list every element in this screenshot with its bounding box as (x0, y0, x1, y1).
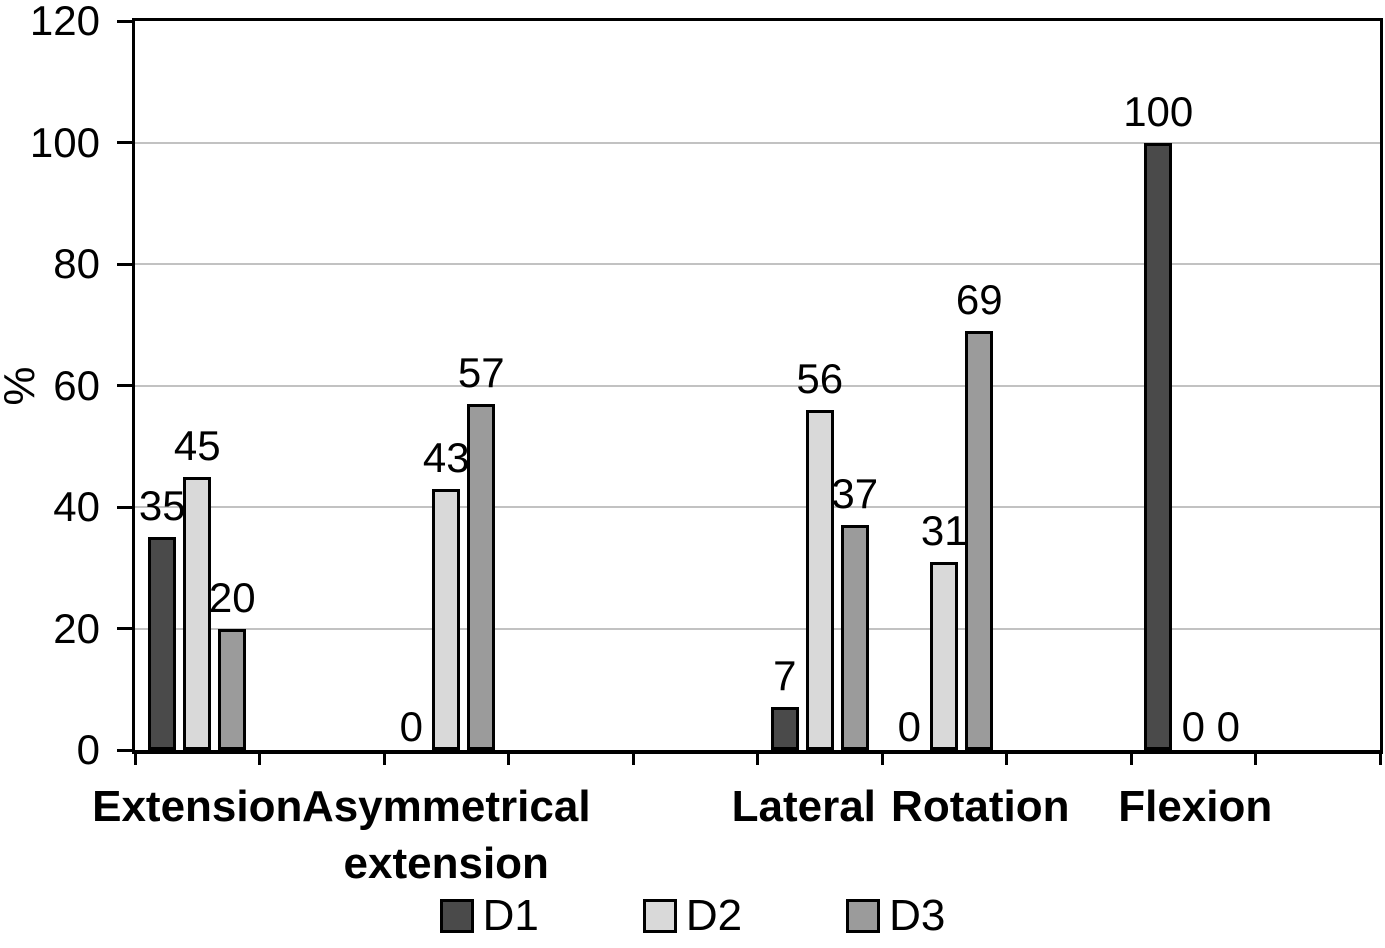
y-axis-label-100: 100 (29, 118, 100, 166)
bar-d1-extension (148, 537, 177, 750)
gridline-20 (135, 627, 1380, 630)
y-axis-label-60: 60 (53, 361, 100, 409)
legend-label-d3: D3 (889, 891, 946, 940)
value-label-d1-lateral: 7 (773, 652, 797, 700)
legend-item-d1: D1 (439, 891, 539, 940)
x-axis-tick-4 (631, 754, 635, 765)
legend-item-d2: D2 (642, 891, 743, 940)
bar-d2-extension (183, 476, 212, 750)
y-axis-tick-120 (117, 19, 132, 23)
x-axis-tick-9 (1254, 754, 1257, 765)
value-label-d2-lateral: 56 (796, 354, 844, 402)
value-label-d2-rotation: 31 (920, 506, 968, 554)
bar-d2-rotation (930, 561, 959, 750)
legend-swatch-d2-icon (642, 899, 677, 933)
value-label-d2-extension: 45 (173, 421, 221, 469)
bar-d2-lateral (805, 409, 834, 750)
gridline-100 (135, 141, 1380, 144)
x-axis-category-label-rotation: Rotation (891, 782, 1070, 831)
y-axis-label-80: 80 (53, 240, 100, 287)
x-axis-category-label-flexion: Flexion (1118, 782, 1273, 831)
bar-d1-lateral (770, 707, 799, 750)
value-label-d1-asymmetrical-extension: 0 (399, 703, 423, 750)
bar-d3-lateral (840, 525, 869, 750)
gridline-60 (135, 384, 1380, 387)
y-axis-label-120: 120 (29, 0, 100, 44)
gridline-80 (135, 263, 1380, 265)
x-axis-tick-5 (756, 754, 759, 765)
x-axis-tick-3 (507, 754, 510, 765)
value-label-d3-rotation: 69 (955, 275, 1003, 323)
legend: D1 D2 D3 (0, 893, 1385, 939)
legend-label-d1: D1 (482, 891, 539, 940)
legend-label-d2: D2 (685, 891, 743, 940)
x-axis-category-label-lateral: Lateral (731, 782, 876, 831)
value-label-d2-flexion: 0 (1181, 703, 1205, 750)
y-axis-label-20: 20 (53, 604, 100, 652)
y-axis-label-40: 40 (53, 483, 100, 530)
legend-swatch-d3-icon (846, 899, 881, 933)
bar-d3-asymmetrical-extension (467, 403, 496, 750)
value-label-d1-extension: 35 (138, 482, 186, 530)
x-axis-tick-7 (1005, 754, 1008, 765)
x-axis-tick-10 (1378, 754, 1382, 765)
value-label-d3-asymmetrical-extension: 57 (457, 348, 505, 396)
x-axis-category-label-extension: Extension (92, 782, 303, 831)
legend-swatch-d1-icon (439, 899, 474, 933)
x-axis-tick-1 (258, 754, 261, 765)
value-label-d1-rotation: 0 (897, 703, 921, 750)
value-label-d3-lateral: 37 (831, 470, 879, 518)
y-axis-label-0: 0 (76, 726, 100, 773)
x-axis-tick-6 (880, 754, 884, 765)
x-axis-tick-0 (133, 754, 137, 765)
y-axis-tick-60 (117, 384, 132, 387)
legend-item-d3: D3 (846, 893, 945, 939)
value-label-d3-extension: 20 (208, 573, 256, 621)
value-label-d2-asymmetrical-extension: 43 (422, 433, 470, 481)
y-axis-tick-100 (117, 141, 132, 144)
value-label-d1-flexion: 100 (1123, 87, 1194, 135)
x-axis-tick-8 (1129, 754, 1133, 765)
bar-d3-extension (218, 628, 247, 750)
y-axis-tick-20 (117, 627, 132, 630)
y-axis-tick-0 (117, 748, 132, 752)
value-label-d3-flexion: 0 (1216, 703, 1240, 750)
plot-area: 35 45 20 0 43 57 7 56 37 0 31 69 100 0 0 (132, 18, 1383, 754)
bar-d1-flexion (1144, 142, 1173, 750)
y-axis-tick-80 (117, 262, 132, 266)
y-axis-tick-40 (117, 505, 132, 509)
bar-d2-asymmetrical-extension (432, 488, 461, 750)
x-axis-category-label-asymmetrical-extension: Asymmetrical extension (301, 782, 591, 888)
bar-d3-rotation (965, 330, 994, 750)
x-axis-tick-2 (382, 754, 386, 765)
gridline-40 (135, 506, 1380, 508)
